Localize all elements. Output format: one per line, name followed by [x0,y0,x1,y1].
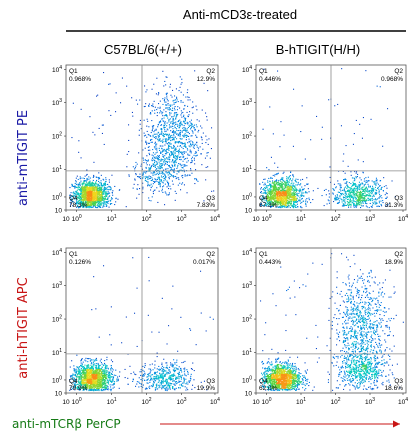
x-tick-label: 101 [296,397,306,406]
x-axis-arrowhead [393,420,400,428]
quadrant-q2-label: Q2 [394,68,403,75]
x-tick-label: 10 [62,216,70,223]
x-tick-label: 103 [365,397,375,406]
quadrant-q4-value: 67.3% [259,202,278,209]
x-tick-label: 102 [330,397,340,406]
quadrant-q2-label: Q2 [206,68,215,75]
quadrant-q1-label: Q1 [69,251,78,258]
quadrant-q3-label: Q3 [206,195,215,202]
quadrant-q1-label: Q1 [69,68,78,75]
scatter-panels: Q10.968%Q212.9%Q478.3%Q37.83%10410310210… [52,64,408,406]
y-tick-label: 101 [242,165,252,174]
quadrant-q3-value: 7.83% [197,202,216,209]
quadrant-q2-label: Q2 [206,251,215,258]
y-tick-label: 100 [52,192,62,201]
quadrant-q3-label: Q3 [206,378,215,385]
x-tick-label: 10 [62,399,70,406]
y-tick-label: 101 [52,348,62,357]
quadrant-q4-label: Q4 [69,195,78,202]
quadrant-q4-label: Q4 [259,378,268,385]
quadrant-q4-value: 79.9% [69,385,88,392]
x-tick-label: 101 [107,214,117,223]
treatment-title: Anti-mCD3ε-treated [183,7,297,22]
x-tick-label: 104 [398,397,408,406]
x-tick-label: 104 [210,397,220,406]
quadrant-q3-value: 18.6% [385,385,404,392]
quadrant-q4-label: Q4 [259,195,268,202]
x-axis-label-mtcrb: anti-mTCRβ PerCP [12,417,121,431]
quadrant-q4-value: 62.0% [259,385,278,392]
quadrant-q1-label: Q1 [259,68,268,75]
quadrant-q1-label: Q1 [259,251,268,258]
quadrant-q1-value: 0.968% [69,76,91,83]
x-tick-label: 101 [107,397,117,406]
y-tick-label: 103 [242,98,252,107]
y-tick-label: 104 [242,65,252,74]
event-dots [69,256,214,392]
x-tick-label: 103 [177,397,187,406]
y-axis-label-htigit: anti-hTIGIT APC [16,277,31,378]
x-tick-label: 100 [261,214,271,223]
x-tick-label: 10 [252,399,260,406]
quadrant-q4-value: 78.3% [69,202,88,209]
y-tick-label: 10 [55,208,63,215]
quadrant-q3-value: 19.9% [197,385,216,392]
quadrant-q2-value: 0.017% [193,259,215,266]
y-tick-label: 104 [52,65,62,74]
y-tick-label: 104 [242,248,252,257]
quadrant-q2-label: Q2 [394,251,403,258]
y-axis-label-mtigit: anti-mTIGIT PE [16,110,31,206]
x-tick-label: 101 [296,214,306,223]
y-tick-label: 10 [245,208,253,215]
y-tick-label: 104 [52,248,62,257]
x-tick-label: 100 [261,397,271,406]
x-tick-label: 102 [142,397,152,406]
y-tick-label: 100 [242,192,252,201]
quadrant-q2-value: 12.9% [197,76,216,83]
x-tick-label: 104 [398,214,408,223]
y-tick-label: 103 [52,281,62,290]
y-tick-label: 100 [242,375,252,384]
x-tick-label: 103 [177,214,187,223]
y-tick-label: 10 [245,391,253,398]
event-dots [69,70,215,209]
y-tick-label: 102 [242,132,252,141]
x-tick-label: 102 [142,214,152,223]
column-label-left: C57BL/6(+/+) [104,42,182,57]
x-tick-label: 100 [72,397,82,406]
y-tick-label: 102 [242,315,252,324]
x-tick-label: 100 [72,214,82,223]
y-tick-label: 103 [242,281,252,290]
x-tick-label: 10 [252,216,260,223]
y-tick-label: 103 [52,98,62,107]
y-tick-label: 102 [52,132,62,141]
x-tick-label: 103 [365,214,375,223]
y-tick-label: 101 [52,165,62,174]
quadrant-q2-value: 0.968% [381,76,403,83]
y-tick-label: 101 [242,348,252,357]
event-dots [259,68,396,209]
y-tick-label: 10 [55,391,63,398]
column-label-right: B-hTIGIT(H/H) [276,42,361,57]
quadrant-q2-value: 18.9% [385,259,404,266]
quadrant-q3-label: Q3 [394,195,403,202]
quadrant-q1-value: 0.126% [69,259,91,266]
x-tick-label: 104 [210,214,220,223]
quadrant-q4-label: Q4 [69,378,78,385]
event-dots [259,253,404,391]
x-tick-label: 102 [330,214,340,223]
y-tick-label: 102 [52,315,62,324]
y-tick-label: 100 [52,375,62,384]
quadrant-q3-value: 31.3% [385,202,404,209]
quadrant-q3-label: Q3 [394,378,403,385]
quadrant-q1-value: 0.443% [259,259,281,266]
quadrant-q1-value: 0.446% [259,76,281,83]
